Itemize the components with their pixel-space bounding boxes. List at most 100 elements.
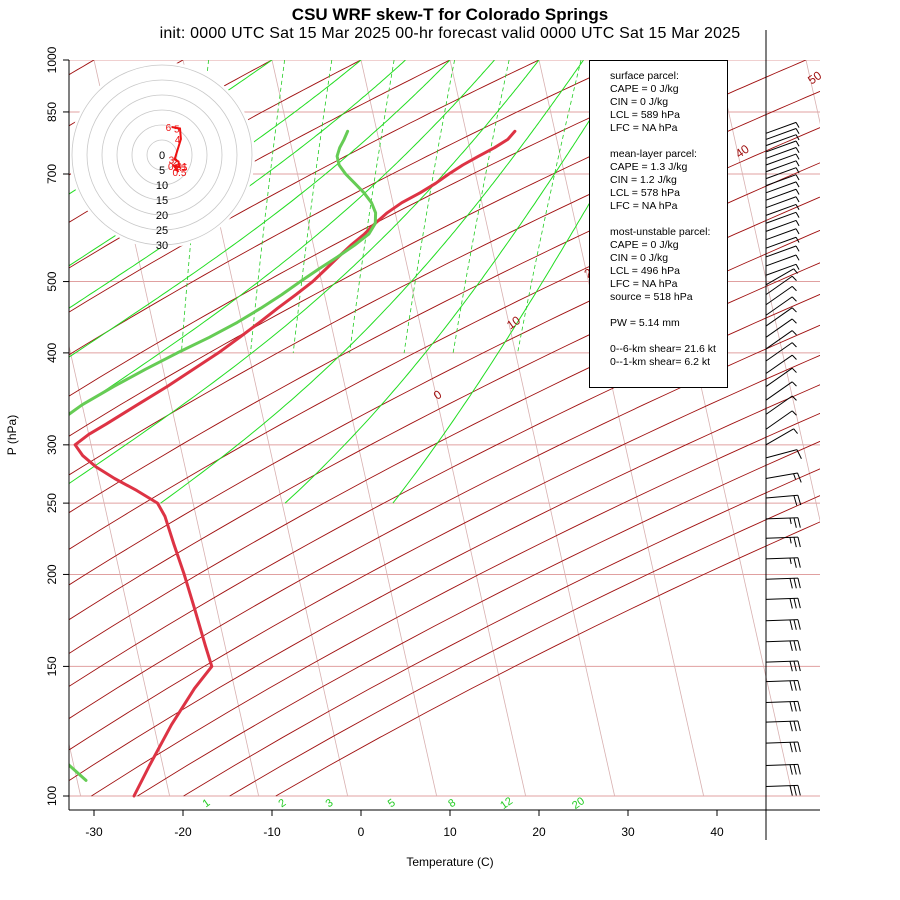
wind-barb-staff	[765, 128, 797, 140]
wind-barb	[765, 557, 801, 568]
dry-adiabat-line	[137, 440, 820, 797]
info-line: CIN = 0 J/kg	[610, 96, 669, 108]
wind-barb-flag	[793, 680, 797, 691]
info-spacer	[610, 213, 727, 226]
x-tick-label: 20	[532, 825, 546, 839]
wind-barb	[765, 472, 802, 483]
wind-barb-staff	[765, 741, 798, 744]
hodograph-trace	[171, 126, 182, 173]
parcel-info-box: surface parcel: CAPE = 0 J/kg CIN = 0 J/kg…	[589, 60, 728, 388]
wind-barb-staff	[765, 680, 798, 683]
wind-barb-staff	[765, 763, 798, 767]
wind-barb	[765, 763, 801, 775]
mixing-ratio-line	[250, 60, 285, 353]
moist-adiabat-line	[160, 60, 584, 504]
isotherm-label: 0	[431, 387, 445, 402]
wind-barb	[765, 367, 797, 387]
wind-barb	[765, 121, 800, 134]
wind-barb-staff	[765, 640, 798, 643]
wind-barb-staff	[765, 134, 797, 147]
wind-barb-staff	[765, 536, 798, 539]
wind-barb-half-flag	[791, 296, 797, 302]
info-line: 0--1-km shear= 6.2 kt	[610, 356, 711, 368]
mixing-ratio-line	[403, 60, 455, 353]
x-tick-label: -10	[263, 825, 281, 839]
data-layer	[69, 129, 517, 798]
wind-barb-half-flag	[791, 330, 797, 336]
hodograph-point-label: 5	[174, 125, 180, 136]
wind-barb-staff	[765, 395, 793, 415]
dry-adiabat-line	[69, 384, 820, 782]
x-axis-label: Temperature (C)	[406, 855, 494, 869]
y-tick-label: 700	[45, 164, 59, 184]
hodograph-ring	[101, 94, 223, 216]
wind-barb-half-flag	[795, 174, 800, 181]
wind-barb-staff	[765, 188, 797, 201]
wind-barb-staff	[765, 472, 798, 480]
wind-barb-half-flag	[795, 122, 800, 128]
mixing-ratio-label: 1	[201, 797, 213, 810]
wind-barb	[765, 268, 798, 286]
wind-barb-half-flag	[789, 517, 792, 525]
wind-barb-half-flag	[791, 342, 797, 348]
info-line: mean-layer parcel:	[610, 148, 697, 160]
wind-barb-half-flag	[795, 196, 800, 203]
wind-barb-half-flag	[795, 254, 800, 261]
chart-subtitle: init: 0000 UTC Sat 15 Mar 2025 00-hr for…	[159, 25, 741, 42]
wind-barb	[765, 741, 801, 753]
hodograph-point-label: 2	[173, 158, 179, 169]
wind-barb-half-flag	[791, 307, 797, 313]
wind-barb-flag	[797, 720, 801, 732]
info-line: LCL = 496 hPa	[610, 265, 680, 277]
wind-barb-staff	[765, 307, 793, 327]
y-tick-label: 850	[45, 102, 59, 122]
wind-barb-half-flag	[795, 181, 800, 188]
wind-barb-flag	[797, 598, 801, 609]
wind-barb-staff	[765, 354, 793, 374]
dry-adiabat-line	[69, 229, 820, 621]
wind-barb-flag	[793, 785, 797, 796]
wind-barb-flag	[793, 721, 797, 732]
info-line: LCL = 578 hPa	[610, 187, 680, 199]
dewpoint-trace	[69, 129, 378, 782]
wind-barb-staff	[765, 203, 797, 216]
info-line: LCL = 589 hPa	[610, 109, 680, 121]
x-tick-label: 0	[358, 825, 365, 839]
temperature-trace	[73, 129, 517, 798]
wind-barb-staff	[765, 268, 794, 286]
wind-barb-staff	[765, 342, 793, 362]
wind-barb	[765, 245, 800, 258]
wind-barb	[765, 296, 797, 316]
wind-barb	[765, 181, 800, 194]
wind-barb-flag	[797, 495, 802, 506]
wind-barb-half-flag	[795, 160, 800, 167]
x-tick-label: 40	[710, 825, 724, 839]
wind-barb-half-flag	[791, 318, 797, 324]
wind-barb-staff	[765, 494, 798, 499]
wind-barb	[765, 160, 800, 173]
isotherm-line	[360, 60, 527, 797]
wind-barb	[765, 254, 800, 267]
wind-barb-half-flag	[791, 381, 797, 387]
y-tick-label: 1000	[45, 46, 59, 73]
wind-barb	[765, 597, 801, 609]
wind-barb-staff	[765, 167, 797, 180]
info-line: CAPE = 0 J/kg	[610, 83, 679, 95]
wind-barb	[765, 307, 797, 327]
wind-barb-staff	[765, 577, 798, 580]
dry-adiabat-line	[69, 60, 362, 223]
wind-barb-flag	[797, 764, 801, 775]
wind-barb-staff	[765, 254, 797, 267]
wind-barb	[765, 203, 800, 216]
wind-barb-staff	[765, 275, 793, 296]
hodograph-ring-label: 25	[156, 225, 168, 237]
wind-barb-half-flag	[795, 140, 800, 147]
wind-barb-half-flag	[795, 128, 800, 135]
dry-adiabat-line	[69, 60, 629, 356]
mixing-ratio-label: 8	[446, 797, 458, 810]
info-line: CIN = 1.2 J/kg	[610, 174, 677, 186]
wind-barb	[765, 720, 801, 732]
x-tick-label: -20	[174, 825, 192, 839]
wind-barb	[765, 228, 800, 241]
hodograph-ring-label: 15	[156, 195, 168, 207]
